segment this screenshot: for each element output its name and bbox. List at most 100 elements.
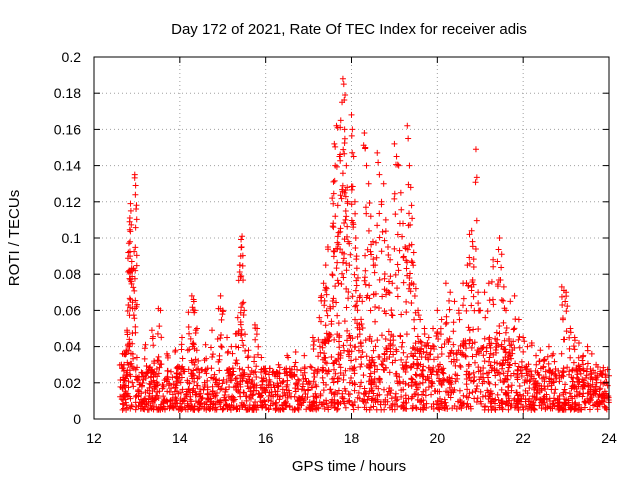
data-point [379,293,386,300]
data-point [408,375,415,382]
data-point [371,269,378,276]
data-point [366,295,373,302]
data-point [457,398,464,405]
data-point [559,301,566,308]
data-point [473,351,480,358]
data-point [315,336,322,343]
data-point [348,111,355,118]
data-point [258,384,265,391]
data-point [584,380,591,387]
data-point [300,380,307,387]
data-point [418,339,425,346]
data-point [342,216,349,223]
data-point [363,162,370,169]
data-point [225,393,232,400]
data-point [431,387,438,394]
data-point [324,370,331,377]
data-point [575,339,582,346]
data-point [496,330,503,337]
data-point [187,335,194,342]
data-point [266,365,273,372]
data-point [239,377,246,384]
data-point [378,332,385,339]
data-point [469,243,476,250]
data-point [374,366,381,373]
data-point [443,319,450,326]
data-point [514,366,521,373]
data-point [518,358,525,365]
data-point [214,336,221,343]
data-point [224,334,231,341]
data-point [450,358,457,365]
data-point [566,345,573,352]
data-point [129,305,136,312]
data-point [398,393,405,400]
data-point [516,344,523,351]
data-point [351,381,358,388]
data-point [222,386,229,393]
data-point [211,371,218,378]
data-point [133,354,140,361]
data-point [590,391,597,398]
data-point [126,295,133,302]
data-point [370,256,377,263]
data-point [363,406,370,413]
data-point [178,341,185,348]
data-point [172,348,179,355]
data-point [239,300,246,307]
data-point [473,174,480,181]
data-point [403,362,410,369]
data-point [404,259,411,266]
data-point [376,210,383,217]
data-point [237,273,244,280]
data-point [506,342,513,349]
data-point [567,354,574,361]
data-point [551,390,558,397]
data-point [520,334,527,341]
data-point [341,97,348,104]
data-point [219,380,226,387]
data-point [372,318,379,325]
data-point [286,365,293,372]
data-point [218,331,225,338]
data-point [219,406,226,413]
data-point [220,376,227,383]
data-point [195,399,202,406]
data-point [334,390,341,397]
data-point [571,346,578,353]
data-point [466,254,473,261]
data-point [130,284,137,291]
data-point [128,258,135,265]
data-point [494,283,501,290]
data-point [233,357,240,364]
data-point [486,354,493,361]
data-point [402,244,409,251]
data-point [351,364,358,371]
data-point [389,280,396,287]
data-point [400,349,407,356]
data-point [179,365,186,372]
data-point [317,392,324,399]
data-point [413,405,420,412]
data-point [487,399,494,406]
data-point [595,400,602,407]
y-tick-label: 0.02 [54,375,81,391]
data-point [345,351,352,358]
data-point [249,392,256,399]
data-point [314,404,321,411]
data-point [367,370,374,377]
data-point [284,394,291,401]
data-point [470,326,477,333]
data-point [468,344,475,351]
data-point [320,399,327,406]
data-point [470,369,477,376]
data-point [453,356,460,363]
data-point [249,380,256,387]
data-point [466,337,473,344]
data-point [119,365,126,372]
data-point [355,404,362,411]
data-point [568,393,575,400]
data-point [394,261,401,268]
data-point [255,343,262,350]
data-point [435,404,442,411]
